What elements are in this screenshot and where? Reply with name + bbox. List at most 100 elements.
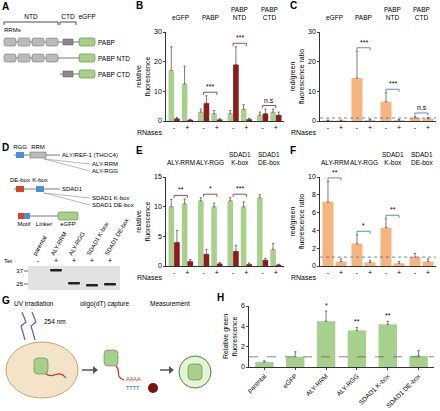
svg-text:**: ** xyxy=(385,312,391,319)
svg-text:**: ** xyxy=(390,206,396,213)
svg-text:Motif: Motif xyxy=(17,221,30,227)
svg-text:*: * xyxy=(362,222,365,229)
svg-text:20: 20 xyxy=(308,58,316,65)
svg-text:-: - xyxy=(261,269,264,276)
svg-text:***: *** xyxy=(206,83,214,90)
svg-text:eGFP: eGFP xyxy=(281,372,298,389)
svg-text:relativefluorescence: relativefluorescence xyxy=(135,202,151,242)
svg-text:***: *** xyxy=(236,185,244,192)
svg-text:n.s: n.s xyxy=(417,104,427,111)
svg-text:oligo(dT) capture: oligo(dT) capture xyxy=(80,300,130,308)
svg-text:ALY-RGG: ALY-RGG xyxy=(68,231,86,257)
svg-text:SDAD1K-box: SDAD1K-box xyxy=(382,151,404,166)
svg-text:+: + xyxy=(339,269,343,276)
svg-text:10: 10 xyxy=(308,173,316,180)
svg-text:ALY-RRM: ALY-RRM xyxy=(167,159,195,166)
svg-text:0: 0 xyxy=(158,262,162,269)
svg-text:+: + xyxy=(54,257,58,264)
svg-text:SDAD1K-box: SDAD1K-box xyxy=(229,151,251,166)
svg-text:PABPCTD: PABPCTD xyxy=(261,6,278,21)
svg-text:-: - xyxy=(327,269,330,276)
svg-text:D: D xyxy=(2,142,9,153)
svg-text:20: 20 xyxy=(154,58,162,65)
svg-text:+: + xyxy=(108,257,112,264)
svg-text:+: + xyxy=(426,269,430,276)
svg-text:PABP: PABP xyxy=(355,14,372,21)
svg-text:Relative greenfluorescence: Relative greenfluorescence xyxy=(222,314,238,359)
svg-text:***: *** xyxy=(360,39,368,46)
svg-text:ALY-RRM: ALY-RRM xyxy=(92,161,118,167)
svg-text:SDAD1 DE-box: SDAD1 DE-box xyxy=(92,202,134,208)
svg-text:PABP: PABP xyxy=(202,14,219,21)
svg-text:8: 8 xyxy=(312,191,316,198)
svg-text:2: 2 xyxy=(241,343,245,350)
svg-text:5: 5 xyxy=(158,233,162,240)
svg-text:+: + xyxy=(397,124,401,131)
svg-text:eGFP: eGFP xyxy=(326,14,343,21)
svg-text:-: - xyxy=(173,124,176,131)
svg-text:NTD: NTD xyxy=(24,13,38,20)
svg-text:RGG: RGG xyxy=(13,144,27,150)
svg-text:25: 25 xyxy=(16,281,23,287)
svg-text:parental: parental xyxy=(246,372,269,395)
svg-text:PABPNTD: PABPNTD xyxy=(231,6,248,21)
svg-text:***: *** xyxy=(389,80,397,87)
svg-text:PABPNTD: PABPNTD xyxy=(384,6,401,21)
svg-text:-: - xyxy=(327,124,330,131)
svg-text:+: + xyxy=(274,124,278,131)
svg-text:0: 0 xyxy=(312,117,316,124)
svg-text:10: 10 xyxy=(154,203,162,210)
svg-text:ALY-RGG: ALY-RGG xyxy=(196,159,224,166)
svg-text:PABP NTD: PABP NTD xyxy=(98,55,130,62)
svg-text:+: + xyxy=(185,269,189,276)
svg-text:4: 4 xyxy=(241,323,245,330)
svg-text:TTTT: TTTT xyxy=(126,385,140,391)
svg-text:10: 10 xyxy=(308,88,316,95)
svg-text:+: + xyxy=(215,269,219,276)
svg-text:4: 4 xyxy=(312,227,316,234)
svg-text:SDAD1DE-box: SDAD1DE-box xyxy=(411,151,433,166)
svg-text:red/greenfluorescence ratio: red/greenfluorescence ratio xyxy=(289,49,305,104)
svg-text:G: G xyxy=(2,295,10,306)
svg-text:eGFP: eGFP xyxy=(172,14,189,21)
svg-text:red/greenfluorescence ratio: red/greenfluorescence ratio xyxy=(289,194,305,249)
svg-text:6: 6 xyxy=(241,302,245,309)
svg-text:SDAD1 K-box: SDAD1 K-box xyxy=(92,195,129,201)
svg-text:RRM: RRM xyxy=(31,144,45,150)
svg-text:+: + xyxy=(185,124,189,131)
svg-text:SDAD1 K-box: SDAD1 K-box xyxy=(357,372,391,406)
svg-text:-: - xyxy=(385,269,388,276)
svg-text:ALY-RRM: ALY-RRM xyxy=(50,231,68,257)
svg-text:+: + xyxy=(215,124,219,131)
svg-text:PABP: PABP xyxy=(98,39,115,46)
svg-text:+: + xyxy=(339,124,343,131)
svg-text:-: - xyxy=(385,124,388,131)
svg-text:SDAD1: SDAD1 xyxy=(62,186,83,192)
svg-text:**: ** xyxy=(332,169,338,176)
svg-text:-: - xyxy=(414,269,417,276)
svg-text:DE-box: DE-box xyxy=(10,177,30,183)
svg-text:ALY-RGG: ALY-RGG xyxy=(335,372,360,397)
svg-text:n.s: n.s xyxy=(264,97,274,104)
svg-text:-: - xyxy=(356,124,359,131)
svg-text:6: 6 xyxy=(312,209,316,216)
svg-text:2: 2 xyxy=(312,245,316,252)
svg-text:SDAD1 DE-box: SDAD1 DE-box xyxy=(385,372,422,409)
svg-text:ALY/REF-1 (THOC4): ALY/REF-1 (THOC4) xyxy=(62,152,118,158)
svg-text:relativefluorescence: relativefluorescence xyxy=(135,57,151,97)
svg-text:37: 37 xyxy=(16,268,23,274)
svg-text:K-box: K-box xyxy=(32,177,48,183)
svg-text:PABP CTD: PABP CTD xyxy=(98,71,130,78)
svg-text:+: + xyxy=(397,269,401,276)
svg-text:SDAD1 DE-box: SDAD1 DE-box xyxy=(104,217,130,256)
svg-text:30: 30 xyxy=(154,28,162,35)
svg-text:15: 15 xyxy=(154,173,162,180)
svg-text:0: 0 xyxy=(241,363,245,370)
svg-text:A: A xyxy=(2,1,9,12)
svg-text:-: - xyxy=(232,269,235,276)
svg-text:Linker: Linker xyxy=(36,221,52,227)
svg-text:RNases: RNases xyxy=(137,129,162,136)
svg-text:0: 0 xyxy=(158,117,162,124)
svg-text:-: - xyxy=(37,257,40,264)
svg-text:Measurement: Measurement xyxy=(150,300,190,307)
